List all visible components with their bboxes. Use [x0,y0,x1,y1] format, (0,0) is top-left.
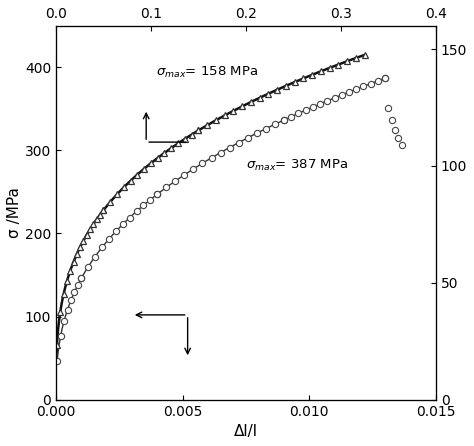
X-axis label: Δl/l: Δl/l [234,424,258,439]
Text: $\sigma_{max}$= 387 MPa: $\sigma_{max}$= 387 MPa [246,158,348,173]
Text: $\sigma_{max}$= 158 MPa: $\sigma_{max}$= 158 MPa [155,65,258,80]
Y-axis label: σ /MPa: σ /MPa [7,187,22,238]
